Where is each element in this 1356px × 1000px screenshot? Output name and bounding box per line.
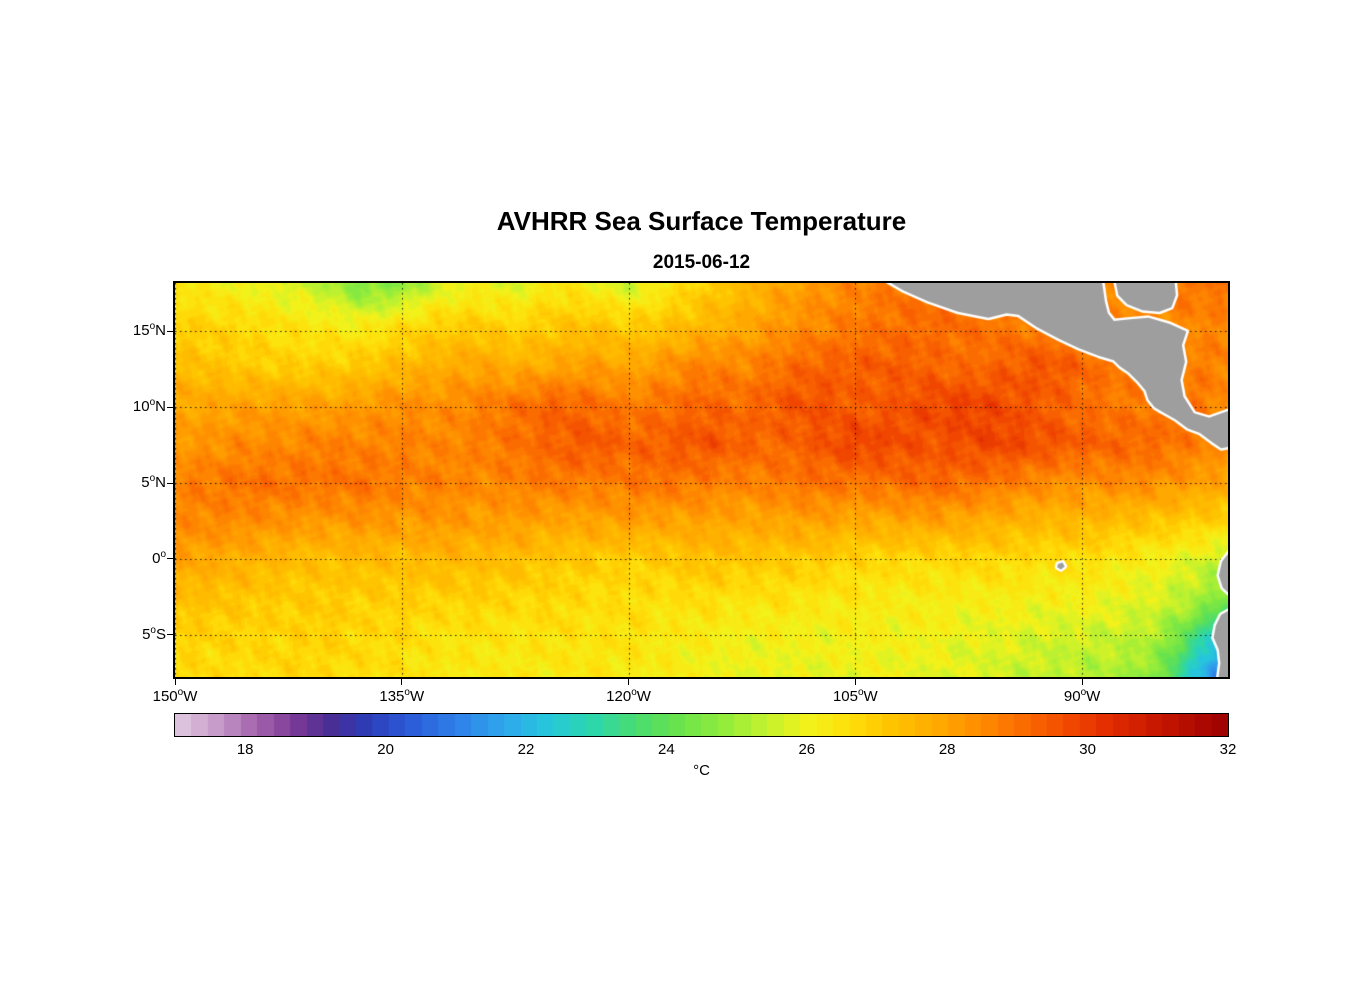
x-axis-tick-mark bbox=[401, 679, 403, 685]
x-axis-tick-mark bbox=[1081, 679, 1083, 685]
colorbar-tick-label: 22 bbox=[517, 741, 535, 758]
chart-title: AVHRR Sea Surface Temperature bbox=[496, 206, 907, 236]
y-axis-tick-mark bbox=[167, 330, 173, 332]
y-axis-tick-label: 5oN bbox=[141, 473, 166, 492]
degree-superscript: o bbox=[177, 687, 184, 698]
degree-superscript: o bbox=[160, 548, 166, 560]
sst-heatmap-canvas bbox=[175, 283, 1228, 677]
degree-superscript: o bbox=[631, 687, 637, 698]
colorbar-tick-label: 28 bbox=[938, 741, 956, 758]
x-axis-tick-mark bbox=[854, 679, 856, 685]
map-plot-area bbox=[173, 281, 1230, 679]
colorbar-tick-label: 24 bbox=[658, 741, 675, 758]
degree-superscript: o bbox=[150, 624, 156, 636]
degree-superscript: o bbox=[149, 473, 156, 485]
x-axis-tick-mark bbox=[628, 679, 630, 685]
y-axis-tick-mark bbox=[167, 482, 173, 484]
colorbar-tick-label: 30 bbox=[1079, 741, 1096, 758]
x-axis-tick-mark bbox=[174, 679, 176, 685]
y-axis-tick-label: 15oN bbox=[132, 321, 166, 340]
chart-subtitle: 2015-06-12 bbox=[652, 252, 751, 273]
colorbar-tick-label: 32 bbox=[1219, 741, 1237, 758]
x-axis-tick-label: 105oW bbox=[832, 687, 878, 706]
degree-superscript: o bbox=[1080, 687, 1087, 698]
y-axis-tick-label: 0o bbox=[152, 548, 166, 567]
x-axis-tick-label: 120oW bbox=[606, 687, 651, 706]
y-axis-tick-mark bbox=[167, 558, 173, 560]
y-axis-tick-label: 5oS bbox=[142, 624, 166, 643]
x-axis-tick-label: 135oW bbox=[379, 687, 425, 706]
y-axis-tick-mark bbox=[167, 634, 173, 636]
colorbar bbox=[174, 713, 1229, 737]
colorbar-tick-label: 18 bbox=[236, 741, 254, 758]
colorbar-unit-label: °C bbox=[693, 762, 710, 779]
colorbar-gradient-canvas bbox=[175, 714, 1228, 736]
x-axis-tick-label: 90oW bbox=[1063, 687, 1101, 706]
degree-superscript: o bbox=[149, 397, 156, 409]
degree-superscript: o bbox=[149, 321, 156, 333]
y-axis-tick-label: 10oN bbox=[132, 397, 166, 416]
colorbar-tick-label: 20 bbox=[377, 741, 394, 758]
degree-superscript: o bbox=[857, 687, 864, 698]
degree-superscript: o bbox=[404, 687, 410, 698]
x-axis-tick-label: 150oW bbox=[152, 687, 198, 706]
colorbar-tick-label: 26 bbox=[798, 741, 816, 758]
y-axis-tick-mark bbox=[167, 406, 173, 408]
